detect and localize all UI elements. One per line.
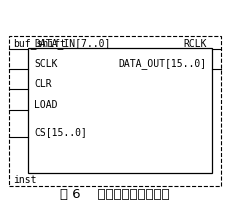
Text: buf_shift: buf_shift: [13, 38, 65, 49]
Text: CLR: CLR: [34, 79, 52, 89]
Text: RCLK: RCLK: [183, 38, 206, 48]
Text: 图 6    并串转换元件符号图: 图 6 并串转换元件符号图: [60, 187, 169, 200]
Text: SCLK: SCLK: [34, 59, 58, 69]
Text: DATA_OUT[15..0]: DATA_OUT[15..0]: [118, 58, 206, 69]
Text: inst: inst: [13, 174, 36, 184]
Bar: [27, 48, 211, 173]
Text: DATA_IN[7..0]: DATA_IN[7..0]: [34, 38, 110, 49]
Bar: [9, 36, 220, 186]
Text: LOAD: LOAD: [34, 99, 58, 109]
Text: CS[15..0]: CS[15..0]: [34, 126, 87, 136]
